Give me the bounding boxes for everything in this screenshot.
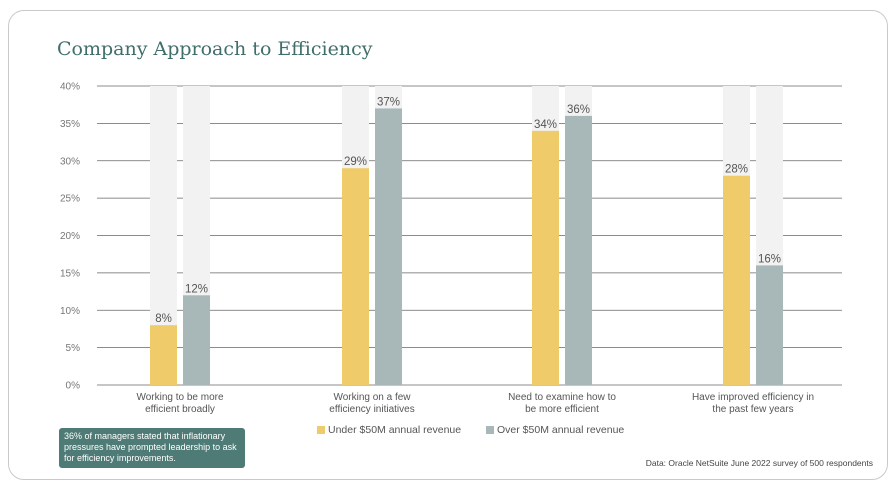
bar: [342, 168, 369, 385]
category-label: efficiency initiatives: [329, 404, 414, 415]
source-note: Data: Oracle NetSuite June 2022 survey o…: [645, 458, 873, 468]
y-tick-label: 40%: [60, 82, 80, 93]
bar: [375, 108, 402, 386]
legend-label-under-50m: Under $50M annual revenue: [328, 424, 462, 436]
data-label: 16%: [758, 253, 781, 265]
legend-item-under-50m: Under $50M annual revenue: [317, 424, 461, 436]
callout-note: 36% of managers stated that inflationary…: [59, 428, 245, 468]
gridlines: [97, 85, 842, 386]
legend-label-over-50m: Over $50M annual revenue: [497, 424, 625, 436]
bar: [532, 130, 559, 385]
category-label: efficient broadly: [145, 404, 215, 415]
y-tick-label: 15%: [60, 268, 80, 279]
chart-title: Company Approach to Efficiency: [57, 38, 373, 60]
legend-swatch-over-50m: [486, 426, 495, 434]
category-label: Working to be more: [136, 392, 224, 403]
legend-item-over-50m: Over $50M annual revenue: [486, 424, 624, 436]
bar: [565, 115, 592, 386]
y-tick-label: 30%: [60, 156, 80, 167]
bar: [150, 325, 177, 385]
bar: [723, 175, 750, 385]
data-label: 12%: [185, 283, 208, 295]
category-label: Working on a few: [333, 392, 411, 403]
data-label: 37%: [377, 96, 400, 108]
category-label: Have improved efficiency in: [692, 392, 814, 403]
bar: [183, 295, 210, 385]
y-tick-label: 20%: [60, 231, 80, 242]
data-label: 28%: [725, 164, 748, 176]
y-tick-label: 10%: [60, 306, 80, 317]
data-label: 29%: [344, 156, 367, 168]
category-label: be more efficient: [525, 404, 599, 415]
category-label: Need to examine how to: [508, 392, 616, 403]
bars: [150, 108, 783, 386]
labels: 0% 5% 10% 15% 20% 25% 30% 35% 40% 8% 12% Working to…: [60, 82, 814, 416]
data-label: 34%: [534, 119, 557, 131]
y-tick-label: 25%: [60, 194, 80, 205]
data-label: 8%: [155, 313, 172, 325]
category-label: the past few years: [712, 404, 793, 415]
legend: Under $50M annual revenue Over $50M annu…: [317, 424, 646, 437]
y-tick-label: 5%: [66, 343, 81, 354]
bar: [756, 265, 783, 385]
y-tick-label: 35%: [60, 119, 80, 130]
y-tick-label: 0%: [66, 381, 81, 392]
data-label: 36%: [567, 104, 590, 116]
legend-swatch-under-50m: [317, 426, 325, 434]
